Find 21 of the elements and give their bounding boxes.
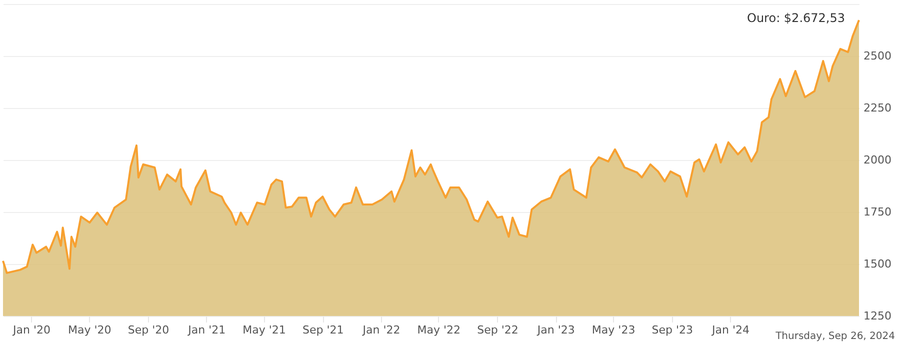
x-tick-label: May '22 — [417, 324, 461, 336]
x-tick-label: Sep '22 — [477, 324, 518, 336]
y-tick-label: 1500 — [864, 258, 892, 270]
annotation: Ouro: $2.672,53 — [747, 11, 845, 26]
x-tick-label: Sep '21 — [302, 324, 344, 336]
x-tick-label: Jan '20 — [12, 324, 50, 336]
x-tick-label: Jan '23 — [536, 324, 575, 336]
y-tick-label: 2000 — [864, 154, 892, 166]
x-tick-label: Jan '22 — [362, 324, 400, 336]
x-tick-label: Sep '23 — [652, 324, 694, 336]
x-tick-label: May '21 — [242, 324, 286, 336]
y-tick-label: 2250 — [864, 102, 892, 114]
y-tick-label: 1750 — [864, 206, 892, 218]
y-tick-label: 1250 — [864, 310, 892, 322]
y-tick-label: 2500 — [864, 50, 892, 62]
x-tick-label: Sep '20 — [128, 324, 170, 336]
text: Thursday, Sep 26, 2024 — [774, 331, 895, 342]
x-tick-label: May '20 — [68, 324, 112, 336]
x-tick-label: Jan '21 — [187, 324, 226, 336]
x-tick-label: Jan '24 — [711, 324, 750, 336]
x-tick-label: May '23 — [592, 324, 636, 336]
